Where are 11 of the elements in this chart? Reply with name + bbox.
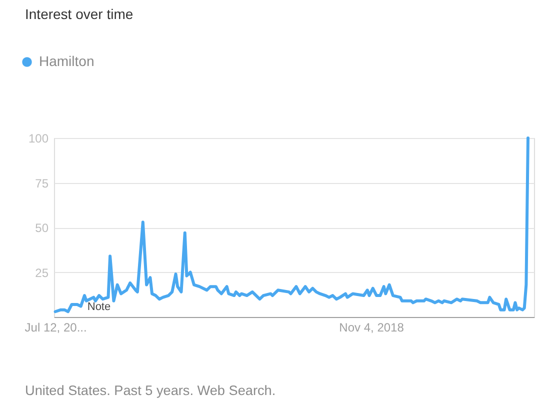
legend-label: Hamilton (39, 53, 94, 69)
y-tick-label: 50 (35, 221, 49, 235)
line-series (54, 136, 530, 314)
y-tick-label: 75 (35, 176, 49, 190)
text: United States. Past 5 years. Web Search. (25, 383, 276, 398)
chart-title: Interest over time (25, 6, 134, 22)
x-tick-label: Nov 4, 2018 (339, 320, 404, 334)
x-tick-label: Jul 12, 20... (24, 320, 87, 334)
y-tick-label: 25 (35, 266, 49, 280)
y-tick-label: 100 (28, 132, 49, 146)
annotation: Note (87, 301, 111, 313)
